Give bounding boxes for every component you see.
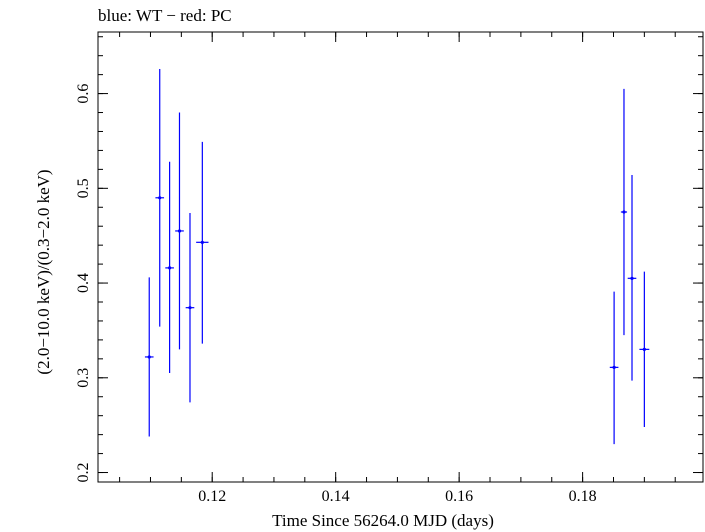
- data-point: [175, 112, 184, 350]
- y-tick-label: 0.5: [75, 178, 92, 198]
- x-tick-label: 0.14: [322, 488, 350, 505]
- data-point: [185, 212, 195, 403]
- data-point: [165, 161, 174, 374]
- data-point: [620, 88, 628, 336]
- point-marker: [177, 229, 182, 233]
- x-tick-label: 0.18: [569, 488, 597, 505]
- point-marker: [158, 196, 162, 200]
- point-marker: [630, 276, 634, 280]
- point-marker: [612, 365, 616, 369]
- point-marker: [168, 266, 172, 270]
- y-tick-label: 0.2: [75, 463, 92, 483]
- chart-title: blue: WT − red: PC: [98, 6, 232, 25]
- axes: 0.12 0.14 0.16 0.18 0.2 0.3 0.4 0.5 0.6: [75, 31, 704, 505]
- data-point: [196, 141, 209, 344]
- data-point: [627, 175, 637, 381]
- data-point: [639, 271, 650, 428]
- point-marker: [188, 306, 192, 310]
- x-axis-label: Time Since 56264.0 MJD (days): [272, 511, 494, 530]
- x-tick-label: 0.12: [198, 488, 226, 505]
- point-marker: [200, 240, 204, 244]
- y-axis-label: (2.0−10.0 keV)/(0.3−2.0 keV): [34, 169, 53, 374]
- data-layer: [144, 68, 650, 445]
- x-tick-label: 0.16: [445, 488, 473, 505]
- y-tick-label: 0.3: [75, 368, 92, 388]
- data-point: [155, 68, 165, 327]
- point-marker: [622, 210, 626, 214]
- y-tick-label: 0.6: [75, 84, 92, 104]
- data-point: [609, 291, 619, 445]
- point-marker: [147, 355, 151, 359]
- point-marker: [642, 347, 646, 351]
- y-tick-label: 0.4: [75, 273, 92, 293]
- data-point: [144, 277, 154, 437]
- plot-frame: [97, 31, 704, 483]
